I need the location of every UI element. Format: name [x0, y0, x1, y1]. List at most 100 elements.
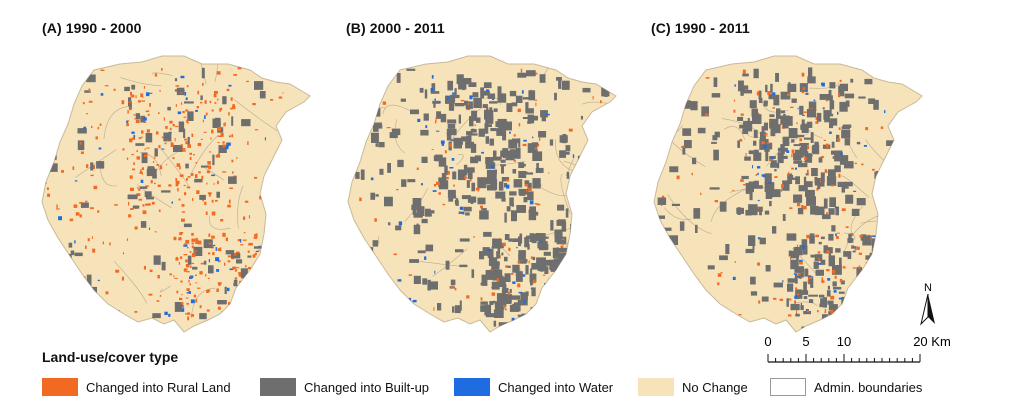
change-patch-builtup [461, 136, 467, 142]
change-patch-rural [175, 85, 180, 87]
change-patch-builtup [818, 157, 823, 163]
change-patch-builtup [782, 180, 790, 191]
change-patch-water [436, 130, 440, 132]
change-patch-builtup [566, 171, 570, 179]
change-patch-rural [817, 310, 819, 313]
change-patch-builtup [483, 90, 490, 96]
change-patch-rural [287, 212, 291, 216]
change-patch-builtup [509, 149, 518, 159]
change-patch-builtup [496, 128, 504, 136]
change-patch-builtup [758, 97, 763, 103]
change-patch-builtup [519, 191, 526, 196]
change-patch-builtup [796, 256, 799, 261]
change-patch-rural [169, 127, 172, 131]
change-patch-water [912, 219, 916, 223]
change-patch-builtup [351, 310, 356, 320]
change-patch-rural [203, 131, 207, 133]
change-patch-rural [254, 236, 256, 238]
change-patch-water [186, 292, 189, 294]
change-patch-builtup [429, 281, 438, 290]
change-patch-rural [56, 249, 60, 252]
change-patch-water [846, 303, 849, 306]
change-patch-water [518, 291, 523, 294]
change-patch-rural [350, 116, 353, 120]
change-patch-rural [787, 325, 791, 330]
change-patch-builtup [773, 282, 783, 288]
change-patch-builtup [834, 150, 843, 162]
change-patch-builtup [458, 83, 467, 90]
change-patch-rural [169, 273, 172, 276]
change-patch-builtup [578, 322, 586, 325]
change-patch-rural [824, 311, 826, 314]
change-patch-builtup [833, 310, 838, 320]
change-patch-rural [208, 193, 211, 197]
change-patch-rural [215, 154, 218, 158]
change-patch-rural [133, 162, 135, 165]
change-patch-rural [298, 161, 300, 164]
change-patch-builtup [192, 266, 198, 270]
legend-item-nochange: No Change [638, 376, 748, 398]
change-patch-builtup [532, 256, 536, 261]
change-patch-builtup [259, 91, 266, 99]
change-patch-builtup [423, 113, 429, 121]
change-patch-builtup [482, 247, 490, 253]
change-patch-rural [72, 166, 75, 170]
change-patch-builtup [870, 258, 878, 264]
change-patch-rural [795, 287, 798, 291]
change-patch-builtup [561, 278, 570, 281]
change-patch-rural [255, 233, 258, 238]
change-patch-rural [186, 178, 188, 181]
change-patch-rural [216, 71, 221, 75]
change-patch-rural [150, 180, 153, 184]
change-patch-rural [769, 158, 772, 162]
change-patch-builtup [759, 211, 762, 216]
change-patch-builtup [841, 126, 850, 130]
change-patch-rural [208, 165, 212, 170]
change-patch-rural [186, 288, 190, 292]
change-patch-builtup [462, 78, 472, 85]
change-patch-builtup [859, 283, 863, 287]
scale-minor-ticks [767, 354, 921, 362]
change-patch-builtup [512, 169, 517, 174]
legend-item-builtup: Changed into Built-up [260, 376, 429, 398]
change-patch-rural [154, 231, 157, 233]
change-patch-builtup [557, 278, 560, 289]
change-patch-builtup [835, 206, 839, 216]
change-patch-water [146, 92, 150, 97]
change-patch-builtup [858, 96, 866, 99]
change-patch-builtup [446, 131, 452, 141]
change-patch-builtup [831, 141, 835, 148]
change-patch-builtup [904, 172, 908, 175]
change-patch-builtup [458, 211, 463, 214]
change-patch-rural [164, 142, 167, 145]
change-patch-builtup [843, 161, 848, 165]
legend-label-builtup: Changed into Built-up [304, 379, 430, 395]
change-patch-builtup [740, 89, 744, 96]
change-patch-rural [218, 308, 221, 310]
change-patch-rural [181, 204, 185, 207]
change-patch-builtup [832, 265, 842, 275]
change-patch-water [817, 263, 821, 265]
change-patch-water [229, 268, 234, 271]
change-patch-builtup [657, 259, 667, 266]
change-patch-builtup [662, 227, 672, 231]
change-patch-builtup [829, 122, 834, 129]
change-patch-builtup [557, 204, 565, 211]
change-patch-rural [214, 91, 218, 94]
change-patch-builtup [514, 302, 521, 312]
change-patch-rural [135, 119, 140, 124]
change-patch-builtup [823, 110, 830, 120]
change-patch-builtup [506, 103, 513, 112]
change-patch-rural [240, 244, 244, 246]
change-patch-rural [449, 143, 452, 147]
admin-boundary-line [234, 99, 278, 132]
change-patch-rural [446, 170, 450, 175]
change-patch-builtup [454, 305, 461, 314]
change-patch-builtup [566, 291, 573, 297]
change-patch-water [521, 90, 524, 94]
change-patch-water [168, 313, 171, 317]
change-patch-rural [222, 141, 225, 144]
change-patch-water [227, 287, 230, 292]
change-patch-builtup [527, 191, 534, 201]
change-patch-rural [187, 312, 191, 315]
